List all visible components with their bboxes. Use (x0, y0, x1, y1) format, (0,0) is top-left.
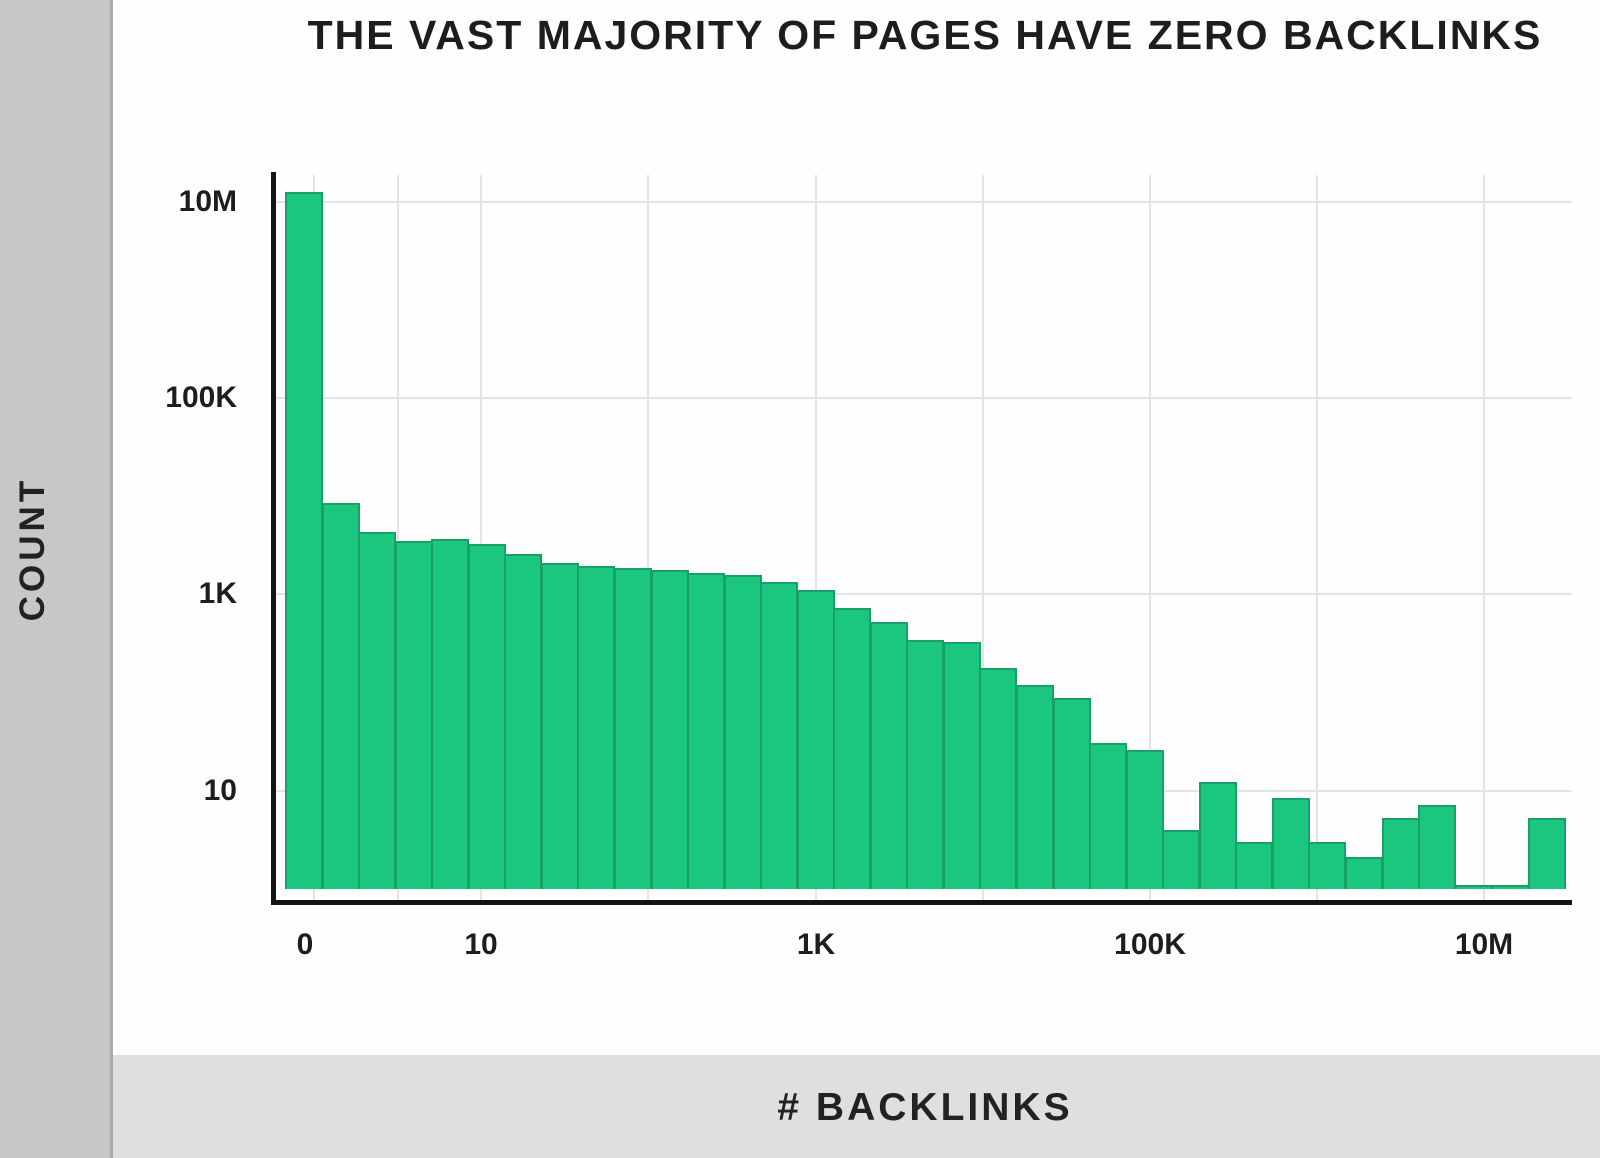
bar (1344, 857, 1383, 889)
bar (687, 573, 726, 889)
horizontal-gridline (271, 593, 1572, 596)
bar (1235, 842, 1274, 889)
bar (760, 581, 799, 889)
vertical-gridline (647, 175, 650, 902)
bar (504, 553, 543, 889)
bar (1271, 798, 1310, 889)
bar (979, 668, 1018, 889)
y-axis-title: COUNT (13, 476, 52, 622)
x-tick-label: 10M (1454, 928, 1514, 961)
bar (1198, 781, 1237, 889)
bar (1381, 817, 1420, 889)
vertical-gridline (1483, 175, 1486, 902)
bar (650, 570, 689, 889)
bar (285, 192, 324, 889)
x-tick-label: 1K (796, 928, 836, 961)
bar (869, 622, 908, 889)
bar (833, 607, 872, 889)
bar (431, 538, 470, 889)
bar (1418, 804, 1457, 889)
y-tick-label: 1K (198, 577, 237, 611)
vertical-gridline (480, 175, 483, 902)
x-axis-line (271, 900, 1572, 905)
bar (906, 640, 945, 889)
bar (1125, 750, 1164, 889)
bar (796, 589, 835, 889)
bar (942, 641, 981, 889)
bottom-band (110, 1055, 1600, 1158)
x-tick-label: 100K (1114, 928, 1186, 961)
bar (613, 567, 652, 889)
y-tick-label: 10M (178, 184, 237, 218)
bar (577, 565, 616, 889)
vertical-gridline (981, 175, 984, 902)
bar (394, 540, 433, 889)
y-tick-label: 10 (203, 773, 237, 807)
bar (1162, 829, 1201, 889)
x-axis-title: # BACKLINKS (777, 1086, 1073, 1129)
bar (1308, 842, 1347, 889)
horizontal-gridline (271, 397, 1572, 399)
bar (321, 503, 360, 889)
bar (358, 532, 397, 889)
bar (723, 575, 762, 889)
y-tick-label: 100K (165, 381, 237, 414)
bar (1089, 742, 1128, 889)
bar (467, 544, 506, 889)
left-sidebar-strip (0, 0, 113, 1158)
y-axis-line (271, 172, 276, 905)
vertical-gridline (814, 175, 817, 902)
bar (1527, 817, 1566, 889)
vertical-gridline (1149, 175, 1151, 902)
x-tick-label: 0 (296, 928, 314, 961)
chart-title: THE VAST MAJORITY OF PAGES HAVE ZERO BAC… (307, 12, 1543, 58)
bar (1491, 884, 1530, 889)
bar (1016, 684, 1055, 889)
vertical-gridline (1316, 175, 1319, 902)
vertical-gridline (396, 175, 399, 902)
bar (1454, 884, 1493, 889)
bar (540, 562, 579, 889)
bar (1052, 698, 1091, 889)
horizontal-gridline (271, 200, 1572, 203)
x-tick-label: 10 (464, 928, 498, 961)
